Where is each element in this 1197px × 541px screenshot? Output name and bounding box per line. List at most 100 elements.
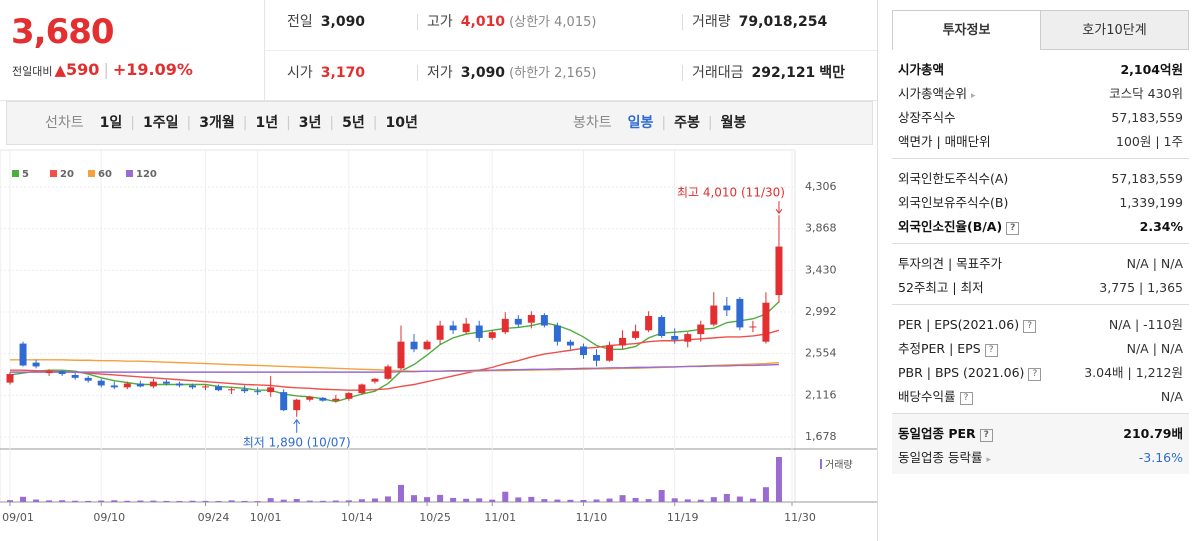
summary-value: 3,170 bbox=[320, 65, 366, 81]
candle-body bbox=[566, 341, 574, 346]
volume-bar bbox=[267, 498, 274, 502]
candle-tabs: 봉차트 일봉주봉월봉 bbox=[573, 102, 746, 144]
volume-bar bbox=[554, 499, 561, 502]
info-row: 배당수익률 N/A bbox=[892, 385, 1189, 409]
candle-body bbox=[280, 392, 288, 411]
candle-body bbox=[110, 385, 118, 388]
x-tick-label: 11/10 bbox=[576, 511, 608, 524]
volume-bar bbox=[345, 500, 352, 502]
x-tick-label: 09/01 bbox=[2, 511, 34, 524]
legend-label: 5 bbox=[22, 169, 29, 180]
summary-note: (상한가 4,015) bbox=[509, 15, 597, 30]
candle-body bbox=[267, 387, 275, 393]
chart-tabs: 선차트 1일1주일3개월1년3년5년10년 봉차트 일봉주봉월봉 bbox=[6, 101, 873, 145]
info-row: 시가총액순위 코스닥 430위 bbox=[892, 82, 1189, 106]
x-tick-label: 09/10 bbox=[93, 511, 125, 524]
candle-body bbox=[527, 315, 535, 323]
candle-body bbox=[149, 381, 157, 387]
info-value: 3.04배 | 1,212원 bbox=[1084, 365, 1183, 380]
legend-swatch bbox=[50, 170, 57, 177]
tab-group-label: 봉차트 bbox=[573, 115, 612, 131]
info-value: 2,104억원 bbox=[1120, 62, 1183, 77]
candle-tab[interactable]: 일봉 bbox=[627, 115, 654, 131]
volume-bar bbox=[398, 484, 404, 502]
volume-bar bbox=[202, 500, 209, 502]
legend-label: 60 bbox=[98, 169, 112, 180]
candle-body bbox=[775, 246, 783, 296]
volume-bar bbox=[515, 497, 522, 502]
volume-bar bbox=[371, 498, 378, 502]
info-row: 52주최고 | 최저 3,775 | 1,365 bbox=[892, 276, 1189, 300]
volume-bar bbox=[502, 491, 509, 502]
period-tab[interactable]: 3년 bbox=[278, 115, 321, 131]
candle-body bbox=[188, 385, 196, 388]
summary-label: 거래대금 bbox=[692, 65, 744, 81]
side-tab[interactable]: 호가10단계 bbox=[1040, 10, 1189, 50]
volume-bar bbox=[762, 487, 769, 502]
volume-bar bbox=[411, 495, 418, 502]
volume-bar bbox=[528, 496, 535, 502]
period-tab[interactable]: 3개월 bbox=[179, 115, 235, 131]
volume-bar bbox=[241, 500, 248, 502]
volume-bar bbox=[463, 498, 470, 502]
info-label: 외국인보유주식수(B) bbox=[898, 195, 1009, 210]
period-tab[interactable]: 1일 bbox=[99, 115, 123, 131]
candle-body bbox=[241, 389, 249, 392]
summary-label: 전일 bbox=[287, 14, 313, 30]
quote-box: 3,680 전일대비590|+19.09% bbox=[0, 0, 265, 101]
candle-body bbox=[410, 341, 418, 350]
candle-body bbox=[697, 324, 705, 335]
candle-body bbox=[254, 391, 262, 393]
period-tab[interactable]: 1주일 bbox=[122, 115, 178, 131]
candle-body bbox=[45, 371, 53, 374]
candle-body bbox=[736, 298, 744, 328]
volume-bar bbox=[7, 500, 13, 502]
volume-bar bbox=[437, 494, 444, 502]
volume-bar bbox=[697, 499, 704, 502]
candle-body bbox=[306, 396, 314, 400]
moving-average bbox=[10, 329, 780, 391]
volume-bar bbox=[723, 494, 730, 502]
volume-bar bbox=[632, 498, 639, 502]
candle-tab[interactable]: 월봉 bbox=[700, 115, 746, 131]
info-value: N/A | N/A bbox=[1126, 341, 1183, 356]
volume-bar bbox=[137, 500, 144, 502]
volume-bar bbox=[606, 498, 613, 502]
candle-body bbox=[579, 346, 587, 356]
candle-body bbox=[175, 383, 183, 386]
info-row: 외국인소진율(B/A) 2.34% bbox=[892, 215, 1189, 239]
period-tab[interactable]: 5년 bbox=[321, 115, 364, 131]
candle-body bbox=[332, 398, 340, 401]
side-tab[interactable]: 투자정보 bbox=[892, 10, 1041, 50]
info-value: 코스닥 430위 bbox=[1109, 86, 1183, 101]
candle-body bbox=[658, 316, 666, 336]
volume-bar bbox=[567, 499, 574, 502]
candle-body bbox=[136, 383, 144, 387]
volume-bar bbox=[228, 500, 235, 502]
candle-body bbox=[632, 331, 640, 338]
volume-bar bbox=[424, 497, 431, 502]
info-row: 추정PER | EPS N/A | N/A bbox=[892, 337, 1189, 361]
volume-bar bbox=[111, 500, 118, 502]
volume-bar bbox=[124, 500, 131, 502]
volume-bar bbox=[150, 500, 157, 502]
info-row: 동일업종 등락률 -3.16% bbox=[892, 446, 1189, 470]
period-tab[interactable]: 10년 bbox=[365, 115, 418, 131]
candle-body bbox=[228, 389, 236, 391]
volume-bar bbox=[72, 500, 79, 502]
candle-body bbox=[397, 341, 405, 369]
volume-bar bbox=[658, 490, 665, 502]
candle-body bbox=[488, 332, 496, 338]
candle-body bbox=[345, 393, 353, 399]
candle-body bbox=[436, 325, 444, 340]
volume-bar bbox=[749, 498, 756, 502]
candle-tab[interactable]: 주봉 bbox=[653, 115, 699, 131]
y-tick-label: 3,430 bbox=[805, 263, 837, 276]
period-tab[interactable]: 1년 bbox=[235, 115, 278, 131]
moving-average bbox=[10, 359, 780, 372]
info-group: 투자의견 | 목표주가 N/A | N/A 52주최고 | 최저 3,775 | 1,… bbox=[892, 244, 1189, 305]
volume-bar bbox=[450, 497, 457, 502]
info-label: 액면가 | 매매단위 bbox=[898, 134, 991, 149]
x-tick-label: 11/19 bbox=[667, 511, 699, 524]
